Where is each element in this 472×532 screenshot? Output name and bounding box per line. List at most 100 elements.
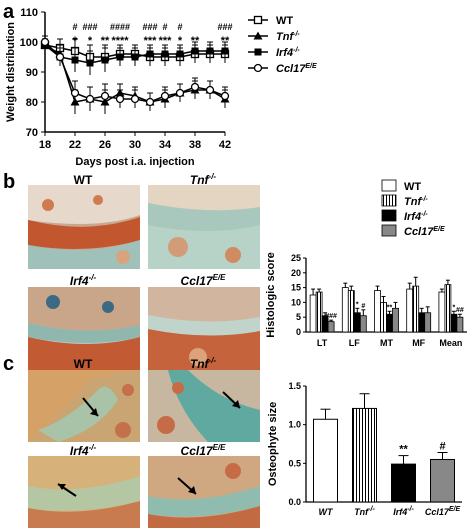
micrograph-b-wt-image [28,185,140,269]
bar [313,418,338,503]
bar [418,312,426,333]
annotation-bottom: ** [101,35,110,47]
data-point [71,56,79,64]
y-tick-label: 110 [20,7,38,19]
legend-marker [253,15,263,25]
bar [309,294,317,333]
micrograph-b-wt [28,185,140,269]
bar-label: ** [399,444,408,456]
annotation-top: #### [110,22,130,32]
annotation-bottom: * [73,35,78,47]
bar [438,291,446,333]
legend-marker [254,48,262,56]
bar [444,284,452,333]
legend-swatch [381,194,397,207]
data-point [191,47,199,55]
micrograph-c-irf4-image [28,456,140,528]
data-point [175,88,185,98]
bar-label: ## [456,307,464,314]
y-axis-label: Osteophyte size [267,402,279,486]
micrograph-c-ccl17-label: Ccl17E/E [180,443,226,458]
micrograph-c-tnf-image [148,370,260,442]
bar [315,291,323,333]
y-tick-label: 15 [291,283,301,293]
annotation-top: ### [82,22,97,32]
bar [424,312,432,333]
annotation-bottom: ** [221,35,230,47]
x-tick-label: 42 [219,139,231,151]
data-point [220,91,230,101]
data-point [131,53,139,61]
y-tick-label: 20 [291,268,301,278]
y-tick-label: 0.0 [288,497,301,507]
micrograph-b-tnf [148,185,260,269]
y-tick-label: 1.5 [288,381,301,391]
annotation-bottom: *** [159,35,173,47]
bar-label: ### [325,313,337,320]
micrograph-b-irf4-image [28,287,140,371]
annotation-top: ### [217,22,232,32]
legend-marker [253,31,263,40]
bar [327,321,335,333]
data-point [116,53,124,61]
bar-label: ** [387,304,393,311]
y-tick-label: 0 [296,327,301,337]
y-tick-label: 5 [296,312,301,322]
micrograph-c-irf4 [28,456,140,528]
category-label: Mean [439,338,462,348]
weight-distribution-chart: 70 80 90 100 110 18 22 26 30 34 38 42 Days post i.a.… [5,7,317,168]
y-tick-label: 100 [20,37,38,49]
annotation-bottom: *** [144,35,158,47]
legend-label: Irf4-/- [276,47,300,59]
legend-swatch [381,224,397,237]
bar [450,313,458,333]
panel-letter-b: b [3,171,16,193]
y-tick-label: 80 [26,97,38,109]
annotation-top: ### [142,22,157,32]
bar-label: # [439,441,445,453]
bar [353,312,361,333]
legend-swatch [381,179,397,192]
bar [386,313,393,333]
x-axis-label: Days post i.a. injection [75,156,194,168]
bar-label: # [361,303,365,310]
data-point [85,94,95,104]
legend-label: WT [404,181,421,193]
data-point [101,56,109,64]
y-tick-label: 10 [291,297,301,307]
data-point [161,50,169,58]
data-point [221,47,229,55]
bar [430,458,455,503]
data-point [40,37,50,47]
category-label: LF [349,338,360,348]
y-tick-label: 90 [26,67,38,79]
data-point [206,47,214,55]
micrograph-b-irf4 [28,287,140,371]
data-point [160,91,170,101]
bar [380,301,387,333]
micrograph-b-wt-label: WT [73,173,93,187]
legend-marker [253,63,263,73]
bar [412,285,420,333]
legend-label: Ccl17E/E [404,226,445,238]
micrograph-c-ccl17 [148,456,260,528]
x-tick-label: 22 [69,139,81,151]
micrograph-c-ccl17-image [148,456,260,528]
category-label: Tnf-/- [354,506,375,517]
annotation-bottom: **** [111,35,129,47]
x-tick-label: 38 [189,139,201,151]
micrograph-c-wt-image [28,370,140,442]
micrograph-b-ccl17-image [148,287,260,371]
legend-swatch [381,209,397,222]
category-label: Irf4-/- [393,506,414,517]
data-point [146,50,154,58]
legend-label: Irf4-/- [404,211,428,223]
y-tick-label: 0.5 [288,458,301,468]
y-tick-label: 25 [291,253,301,263]
micrograph-c-wt [28,370,140,442]
micrograph-b-tnf-image [148,185,260,269]
category-label: MT [380,338,393,348]
y-axis-label: Histologic score [265,252,277,338]
panel-letter-c: c [3,353,15,375]
bar [341,287,349,333]
